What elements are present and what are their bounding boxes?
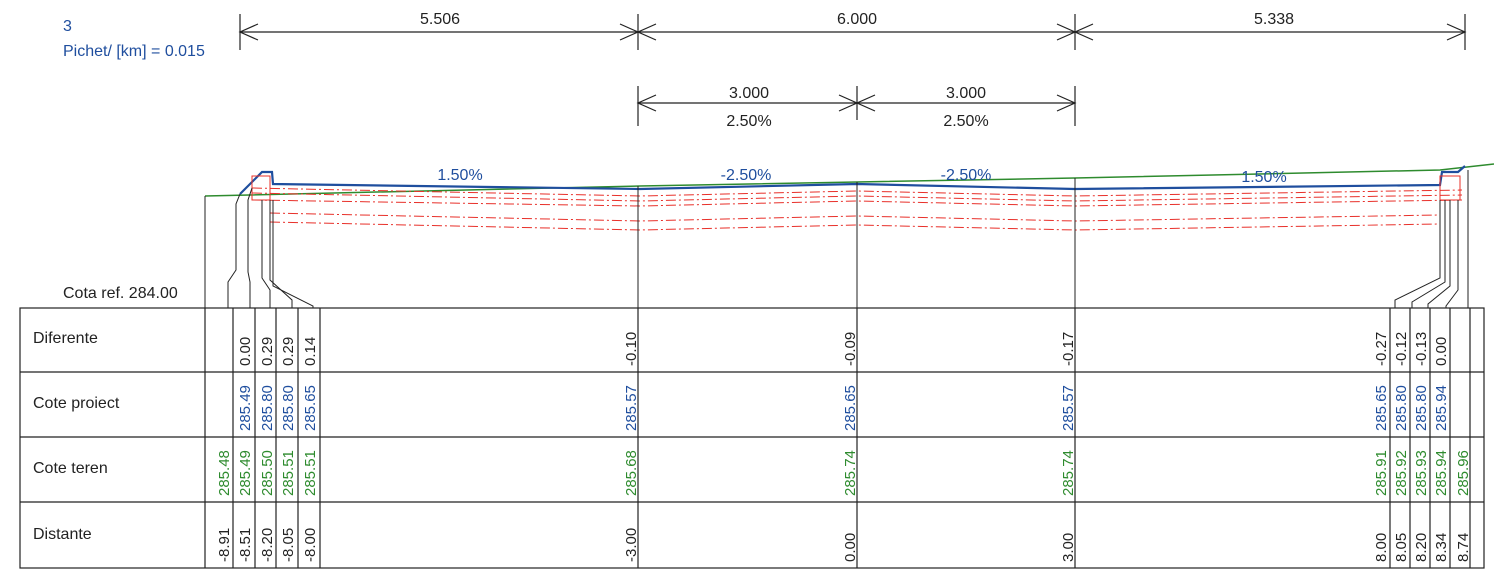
leader-line (1427, 200, 1451, 308)
leader-line (227, 193, 241, 308)
table-cell-dist: 8.74 (1455, 533, 1472, 562)
table-cell-teren: 285.94 (1433, 450, 1450, 496)
column-dividers (232, 308, 1471, 568)
arrow-icon (1073, 23, 1094, 41)
table-cell-teren: 285.50 (259, 450, 276, 496)
slope-label: 1.50% (437, 167, 482, 184)
lane-dimension-chain (636, 86, 1077, 126)
table-cell-dist: 8.34 (1433, 533, 1450, 562)
table-cell-proj: 285.65 (302, 385, 319, 431)
row-label-diferente: Diferente (33, 330, 98, 347)
data-table (19, 307, 1485, 569)
dimension-label-center: 6.000 (837, 11, 877, 28)
table-cell-proj: 285.57 (623, 385, 640, 431)
lane-length-right: 3.000 (946, 85, 986, 102)
top-dimension-chain (238, 14, 1467, 50)
arrow-icon (1056, 94, 1077, 112)
cross-section-profile (204, 163, 1494, 231)
pavement-layer-line (269, 212, 1441, 222)
table-cell-teren: 285.48 (216, 450, 233, 496)
arrow-icon (636, 94, 657, 112)
reference-elevation-label: Cota ref. 284.00 (63, 285, 178, 302)
table-cell-dist: 3.00 (1060, 533, 1077, 562)
leader-line (272, 200, 314, 308)
arrow-icon (238, 23, 259, 41)
table-cell-teren: 285.91 (1373, 450, 1390, 496)
pavement-layer-line (251, 199, 1463, 207)
table-cell-diff: -0.17 (1060, 332, 1077, 366)
table-cell-teren: 285.93 (1413, 450, 1430, 496)
table-cell-dist: 8.00 (1373, 533, 1390, 562)
pavement-layer-line (269, 221, 1441, 231)
table-cell-diff: 0.14 (302, 337, 319, 366)
table-cell-diff: 0.00 (237, 337, 254, 366)
leader-line (261, 200, 271, 308)
header: 3 Pichet/ [km] = 0.015 (63, 18, 205, 60)
dimension-label-left: 5.506 (420, 11, 460, 28)
table-cell-dist: -8.20 (259, 528, 276, 562)
table-cell-teren: 285.74 (842, 450, 859, 496)
table-cell-diff: 0.29 (280, 337, 297, 366)
row-label-distante: Distante (33, 526, 92, 543)
pavement-layer-line (251, 192, 1463, 202)
table-values: 285.48 -8.91 0.00 285.49 285.49 -8.51 0.29 285.… (216, 332, 1472, 562)
table-cell-dist: -8.05 (280, 528, 297, 562)
right-curb (1439, 175, 1461, 201)
table-cell-proj: 285.80 (1393, 385, 1410, 431)
row-label-cote-teren: Cote teren (33, 460, 108, 477)
table-cell-dist: -8.00 (302, 528, 319, 562)
table-cell-teren: 285.92 (1393, 450, 1410, 496)
table-cell-proj: 285.49 (237, 385, 254, 431)
table-cell-diff: 0.29 (259, 337, 276, 366)
table-cell-teren: 285.49 (237, 450, 254, 496)
slope-label: 1.50% (1241, 169, 1286, 186)
table-cell-proj: 285.65 (1373, 385, 1390, 431)
slope-label: -2.50% (941, 167, 992, 184)
table-cell-dist: -8.51 (237, 528, 254, 562)
table-cell-diff: 0.00 (1433, 337, 1450, 366)
table-cell-diff: -0.09 (842, 332, 859, 366)
section-number: 3 (63, 18, 72, 35)
table-cell-proj: 285.80 (259, 385, 276, 431)
table-cell-teren: 285.68 (623, 450, 640, 496)
station-lines (204, 170, 1469, 308)
table-cell-dist: -8.91 (216, 528, 233, 562)
table-border (19, 307, 1485, 569)
table-cell-dist: 8.20 (1413, 533, 1430, 562)
table-cell-proj: 285.57 (1060, 385, 1077, 431)
table-cell-teren: 285.51 (302, 450, 319, 496)
lane-slope-right: 2.50% (943, 113, 988, 130)
table-cell-proj: 285.80 (1413, 385, 1430, 431)
slope-label: -2.50% (721, 167, 772, 184)
table-cell-proj: 285.80 (280, 385, 297, 431)
table-cell-diff: -0.12 (1393, 332, 1410, 366)
leader-line (1445, 200, 1459, 308)
leader-line (247, 187, 253, 308)
dimension-label-right: 5.338 (1254, 11, 1294, 28)
table-cell-teren: 285.51 (280, 450, 297, 496)
table-cell-dist: -3.00 (623, 528, 640, 562)
leader-line (1394, 200, 1441, 308)
arrow-icon (636, 23, 657, 41)
table-cell-diff: -0.10 (623, 332, 640, 366)
chainage-label: Pichet/ [km] = 0.015 (63, 43, 205, 60)
table-cell-teren: 285.96 (1455, 450, 1472, 496)
table-cell-proj: 285.94 (1433, 385, 1450, 431)
row-label-cote-proiect: Cote proiect (33, 395, 120, 412)
table-cell-dist: 0.00 (842, 533, 859, 562)
lane-slope-left: 2.50% (726, 113, 771, 130)
leader-line (1411, 200, 1446, 308)
table-cell-diff: -0.27 (1373, 332, 1390, 366)
pavement-layer-line (251, 187, 1463, 197)
table-cell-teren: 285.74 (1060, 450, 1077, 496)
arrow-icon (1446, 23, 1467, 41)
arrow-icon (855, 94, 876, 112)
table-cell-proj: 285.65 (842, 385, 859, 431)
table-cell-dist: 8.05 (1393, 533, 1410, 562)
lane-length-left: 3.000 (729, 85, 769, 102)
table-cell-diff: -0.13 (1413, 332, 1430, 366)
